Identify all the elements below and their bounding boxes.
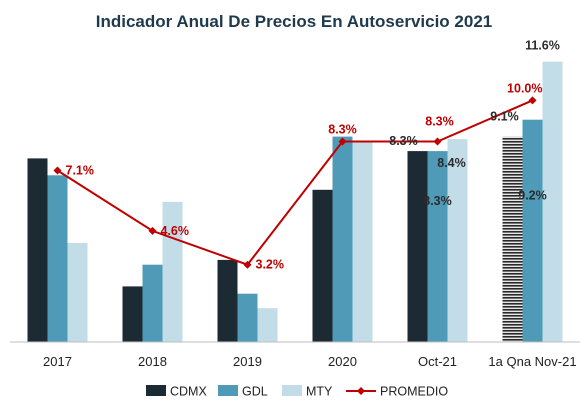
legend-label-cdmx: CDMX — [170, 385, 207, 399]
x-tick-2019: 2019 — [233, 354, 262, 369]
point-promedio-oct-21 — [433, 137, 442, 146]
x-tick-2018: 2018 — [138, 354, 167, 369]
bar-mty-2019 — [257, 308, 278, 342]
bar-mty-1a-qna-nov-21 — [542, 61, 563, 342]
bar-cdmx-1a-qna-nov-21 — [502, 136, 523, 342]
legend-swatch-gdl — [218, 385, 238, 396]
point-promedio-2017 — [53, 166, 62, 175]
bar-mty-2017 — [67, 242, 88, 342]
promedio-line-layer — [53, 96, 537, 269]
point-promedio-1a-qna-nov-21 — [528, 96, 537, 105]
legend-swatch-mty — [282, 385, 302, 396]
data-label-mty-1a-qna-nov-21: 11.6% — [525, 39, 560, 53]
data-label-promedio-oct-21: 8.3% — [425, 115, 454, 129]
data-label-gdl-oct-21: 8.3% — [423, 194, 452, 208]
bar-cdmx-2020 — [312, 189, 333, 342]
bar-cdmx-oct-21 — [407, 151, 428, 342]
data-label-promedio-2018: 4.6% — [161, 224, 190, 238]
bar-gdl-1a-qna-nov-21 — [522, 119, 543, 342]
data-label-promedio-2019: 3.2% — [256, 258, 285, 272]
legend-label-mty: MTY — [306, 385, 333, 399]
legend-label-promedio: PROMEDIO — [380, 385, 448, 399]
x-tick-oct-21: Oct-21 — [418, 354, 457, 369]
bar-mty-oct-21 — [447, 139, 468, 342]
data-label-cdmx-oct-21: 8.3% — [389, 134, 418, 148]
bar-cdmx-2018 — [122, 286, 143, 342]
chart-title: Indicador Anual De Precios En Autoservic… — [96, 12, 492, 31]
x-tick-2017: 2017 — [43, 354, 72, 369]
x-tick-2020: 2020 — [328, 354, 357, 369]
bar-gdl-2017 — [47, 175, 68, 342]
bar-gdl-2019 — [237, 293, 258, 342]
bar-mty-2020 — [352, 141, 373, 342]
bar-cdmx-2017 — [27, 158, 48, 342]
data-label-cdmx-1a-qna-nov-21: 9.1% — [490, 110, 519, 124]
data-label-mty-oct-21: 8.4% — [437, 156, 466, 170]
x-tick-1a-qna-nov-21: 1a Qna Nov-21 — [488, 354, 576, 369]
bar-gdl-2018 — [142, 264, 163, 342]
bar-gdl-oct-21 — [427, 151, 448, 342]
point-promedio-2020 — [338, 137, 347, 146]
bar-gdl-2020 — [332, 136, 353, 342]
data-label-promedio-2020: 8.3% — [328, 123, 357, 137]
bar-cdmx-2019 — [217, 259, 238, 342]
data-labels: 7.1% 4.6% 3.2% 8.3% 8.3% 8.3% 8.3% 8.4% 9.1% 9.2%… — [66, 39, 560, 272]
bars-layer — [27, 61, 563, 342]
line-promedio — [56, 99, 533, 266]
point-promedio-2019 — [243, 260, 252, 269]
point-promedio-2018 — [148, 226, 157, 235]
legend-marker-promedio — [357, 387, 365, 395]
data-label-gdl-1a-qna-nov-21: 9.2% — [518, 189, 547, 203]
legend-label-gdl: GDL — [242, 385, 268, 399]
legend: CDMX GDL MTY PROMEDIO — [146, 385, 448, 399]
data-label-promedio-1a-qna-nov-21: 10.0% — [507, 81, 542, 95]
data-label-promedio-2017: 7.1% — [66, 164, 95, 178]
legend-swatch-cdmx — [146, 385, 166, 396]
x-tick-labels: 2017 2018 2019 2020 Oct-21 1a Qna Nov-21 — [43, 354, 577, 369]
